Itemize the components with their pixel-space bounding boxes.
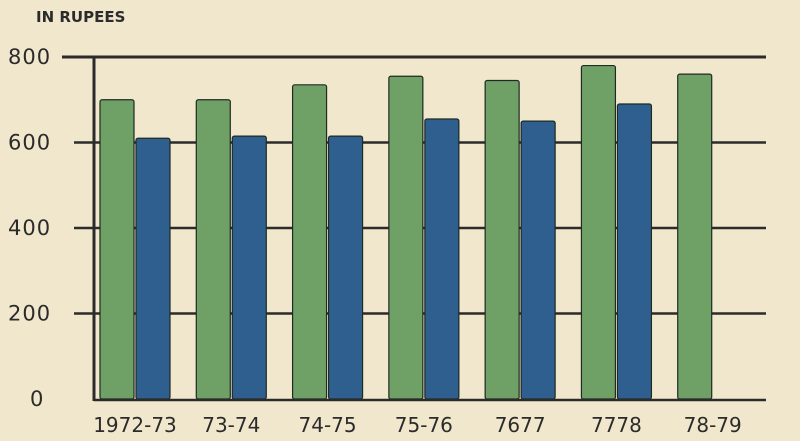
y-tick-labels: 0 200 400 600 800 <box>8 45 51 411</box>
bar-74-75-series1 <box>291 84 328 400</box>
y-tick-label-200: 200 <box>8 302 51 326</box>
bars <box>99 64 713 400</box>
bar-75-76-series1 <box>388 75 424 400</box>
y-tick-label-400: 400 <box>8 216 51 240</box>
bar-75-76-series2 <box>424 118 460 400</box>
x-tick-label-77-78: 7778 <box>591 413 642 437</box>
y-tick-label-600: 600 <box>8 131 51 155</box>
x-tick-label-73-74: 73-74 <box>202 413 260 437</box>
bar-1972-73-series2 <box>135 137 171 400</box>
bar-74-75-series2 <box>327 135 364 400</box>
x-tick-label-74-75: 74-75 <box>299 413 357 437</box>
y-unit-label: IN RUPEES <box>36 8 125 26</box>
bar-76-77-series2 <box>520 120 556 400</box>
bar-77-78-series1 <box>580 64 617 400</box>
x-tick-label-75-76: 75-76 <box>395 413 453 437</box>
bar-73-74-series1 <box>195 99 231 400</box>
bar-76-77-series1 <box>484 79 520 400</box>
bar-73-74-series2 <box>231 135 267 400</box>
bar-78-79-series1 <box>677 73 713 400</box>
x-tick-label-1972-73: 1972-73 <box>93 413 177 437</box>
axes <box>92 57 766 402</box>
x-tick-label-76-77: 7677 <box>495 413 546 437</box>
y-tick-label-0: 0 <box>30 387 44 411</box>
x-tick-label-78-79: 78-79 <box>684 413 742 437</box>
y-tick-label-800: 800 <box>8 45 51 69</box>
bar-77-78-series2 <box>616 103 653 400</box>
x-tick-labels: 1972-73 73-74 74-75 75-76 7677 7778 78-79 <box>93 413 742 437</box>
bar-1972-73-series1 <box>99 99 135 400</box>
